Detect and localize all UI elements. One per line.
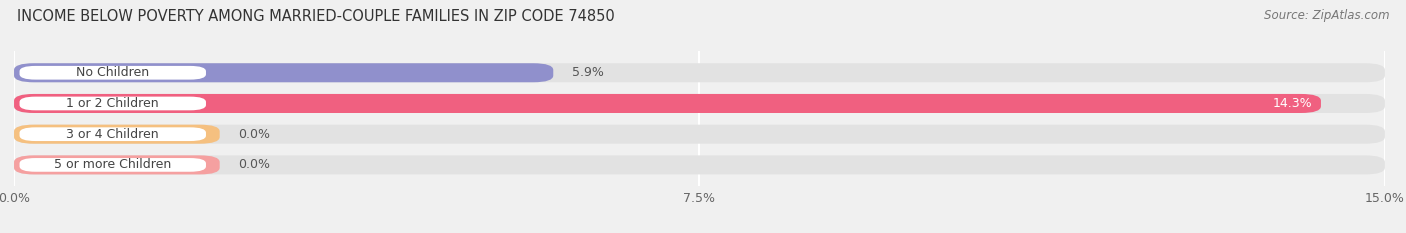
Text: 5.9%: 5.9% [572,66,603,79]
Text: INCOME BELOW POVERTY AMONG MARRIED-COUPLE FAMILIES IN ZIP CODE 74850: INCOME BELOW POVERTY AMONG MARRIED-COUPL… [17,9,614,24]
FancyBboxPatch shape [14,94,1385,113]
Text: No Children: No Children [76,66,149,79]
FancyBboxPatch shape [14,63,1385,82]
Text: 14.3%: 14.3% [1272,97,1312,110]
FancyBboxPatch shape [20,97,207,110]
Text: 0.0%: 0.0% [238,158,270,171]
FancyBboxPatch shape [14,125,1385,144]
FancyBboxPatch shape [14,155,1385,175]
FancyBboxPatch shape [14,94,1322,113]
FancyBboxPatch shape [14,63,554,82]
FancyBboxPatch shape [14,155,219,175]
Text: 1 or 2 Children: 1 or 2 Children [66,97,159,110]
FancyBboxPatch shape [20,66,207,80]
Text: 0.0%: 0.0% [238,128,270,141]
FancyBboxPatch shape [20,127,207,141]
Text: Source: ZipAtlas.com: Source: ZipAtlas.com [1264,9,1389,22]
Text: 3 or 4 Children: 3 or 4 Children [66,128,159,141]
FancyBboxPatch shape [14,125,219,144]
Text: 5 or more Children: 5 or more Children [55,158,172,171]
FancyBboxPatch shape [20,158,207,172]
